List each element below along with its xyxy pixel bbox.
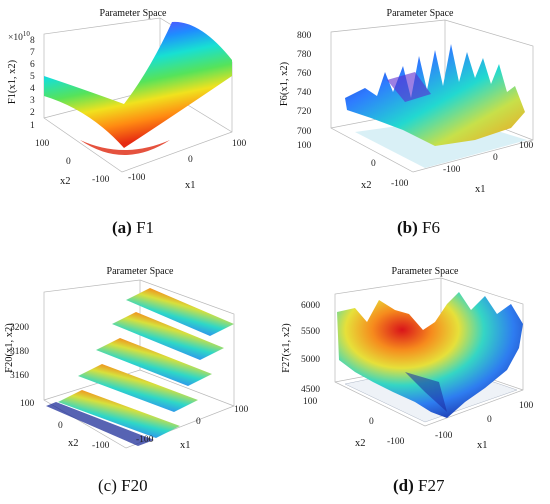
z-axis-label: F20(x1, x2) bbox=[4, 323, 15, 373]
z-tick: 5000 bbox=[301, 355, 320, 365]
surface-f1 bbox=[44, 21, 232, 148]
y-axis-label: x2 bbox=[60, 176, 71, 187]
x-axis-label: x1 bbox=[475, 184, 486, 195]
caption-b: (b) F6 bbox=[397, 218, 440, 237]
caption-a: (a) F1 bbox=[112, 218, 155, 237]
z-tick: 7 bbox=[30, 48, 35, 58]
surface-f27-dark bbox=[405, 372, 447, 412]
z-exponent-label: ×1010 bbox=[8, 30, 30, 43]
z-ticks: 3160 3180 3200 bbox=[10, 323, 29, 381]
panel-f20: Parameter Space 3160 3180 3200 F20(x1, x… bbox=[0, 252, 275, 504]
x-tick: 100 bbox=[519, 401, 534, 411]
z-tick: 3200 bbox=[10, 323, 29, 333]
surface-plot-f20: Parameter Space 3160 3180 3200 F20(x1, x… bbox=[4, 266, 249, 451]
y-tick: 0 bbox=[66, 157, 71, 167]
z-axis-label: F27(x1, x2) bbox=[281, 323, 292, 373]
y-tick: 0 bbox=[369, 417, 374, 427]
y-axis-label: x2 bbox=[355, 438, 366, 449]
z-tick: 720 bbox=[297, 107, 312, 117]
caption-d: (d) F27 bbox=[393, 476, 445, 495]
x-tick: -100 bbox=[128, 173, 146, 183]
chart-title: Parameter Space bbox=[100, 8, 167, 19]
surface-plot-f1: Parameter Space ×1010 1 2 3 4 5 6 7 8 F1… bbox=[7, 8, 247, 191]
surface-plot-f27: Parameter Space 4500 5000 5500 6000 F27(… bbox=[281, 266, 534, 451]
z-axis-label: F1(x1, x2) bbox=[7, 59, 18, 104]
z-tick: 760 bbox=[297, 69, 312, 79]
y-tick: 0 bbox=[58, 421, 63, 431]
z-tick: 3160 bbox=[10, 371, 29, 381]
x-axis-label: x1 bbox=[477, 440, 488, 451]
surface-f6 bbox=[345, 44, 525, 146]
surface-f27 bbox=[337, 292, 523, 418]
x-tick: 100 bbox=[232, 139, 247, 149]
y-tick: -100 bbox=[387, 437, 405, 447]
z-tick: 1 bbox=[30, 121, 35, 131]
y-tick: -100 bbox=[92, 175, 110, 185]
y-tick: -100 bbox=[391, 179, 409, 189]
panel-f1: Parameter Space ×1010 1 2 3 4 5 6 7 8 F1… bbox=[0, 0, 275, 252]
z-tick: 4 bbox=[30, 84, 35, 94]
x-axis-label: x1 bbox=[180, 440, 191, 451]
surface-f20 bbox=[46, 288, 234, 446]
surface-plot-f6: Parameter Space 700 720 740 760 780 800 … bbox=[279, 8, 534, 195]
y-tick: 100 bbox=[35, 139, 50, 149]
z-tick: 3 bbox=[30, 96, 35, 106]
y-tick: 0 bbox=[371, 159, 376, 169]
z-tick: 800 bbox=[297, 31, 312, 41]
x-tick: 0 bbox=[196, 417, 201, 427]
y-axis-label: x2 bbox=[68, 438, 79, 449]
x-tick: -100 bbox=[136, 435, 154, 445]
panel-f6: Parameter Space 700 720 740 760 780 800 … bbox=[275, 0, 550, 252]
x-tick: -100 bbox=[435, 431, 453, 441]
z-tick: 700 bbox=[297, 127, 312, 137]
surface-f1-low bbox=[80, 140, 170, 155]
z-tick: 5 bbox=[30, 72, 35, 82]
x-tick: 100 bbox=[234, 405, 249, 415]
z-tick: 2 bbox=[30, 108, 35, 118]
y-tick: 100 bbox=[297, 141, 312, 151]
x-tick: 0 bbox=[493, 153, 498, 163]
z-tick: 3180 bbox=[10, 347, 29, 357]
z-tick: 740 bbox=[297, 88, 312, 98]
y-tick: -100 bbox=[92, 441, 110, 451]
x-tick: 0 bbox=[487, 415, 492, 425]
y-tick: 100 bbox=[303, 397, 318, 407]
chart-title: Parameter Space bbox=[107, 266, 174, 277]
chart-title: Parameter Space bbox=[392, 266, 459, 277]
caption-c: (c) F20 bbox=[98, 476, 148, 495]
x-axis-label: x1 bbox=[185, 180, 196, 191]
y-axis-label: x2 bbox=[361, 180, 372, 191]
z-tick: 4500 bbox=[301, 385, 320, 395]
x-tick: 100 bbox=[519, 141, 534, 151]
x-tick: 0 bbox=[188, 155, 193, 165]
y-tick: 100 bbox=[20, 399, 35, 409]
chart-title: Parameter Space bbox=[387, 8, 454, 19]
z-tick: 6 bbox=[30, 60, 35, 70]
z-tick: 5500 bbox=[301, 327, 320, 337]
z-tick: 8 bbox=[30, 36, 35, 46]
z-tick: 6000 bbox=[301, 301, 320, 311]
panel-f27: Parameter Space 4500 5000 5500 6000 F27(… bbox=[275, 252, 550, 504]
z-ticks: 1 2 3 4 5 6 7 8 bbox=[30, 36, 35, 131]
y-ticks: 100 0 -100 bbox=[35, 139, 110, 185]
surface-f6-dark bbox=[387, 72, 431, 102]
z-tick: 780 bbox=[297, 50, 312, 60]
x-ticks: -100 0 100 bbox=[128, 139, 247, 183]
z-axis-label: F6(x1, x2) bbox=[279, 61, 290, 106]
z-ticks: 700 720 740 760 780 800 bbox=[297, 31, 312, 137]
z-ticks: 4500 5000 5500 6000 bbox=[301, 301, 320, 395]
x-tick: -100 bbox=[443, 165, 461, 175]
